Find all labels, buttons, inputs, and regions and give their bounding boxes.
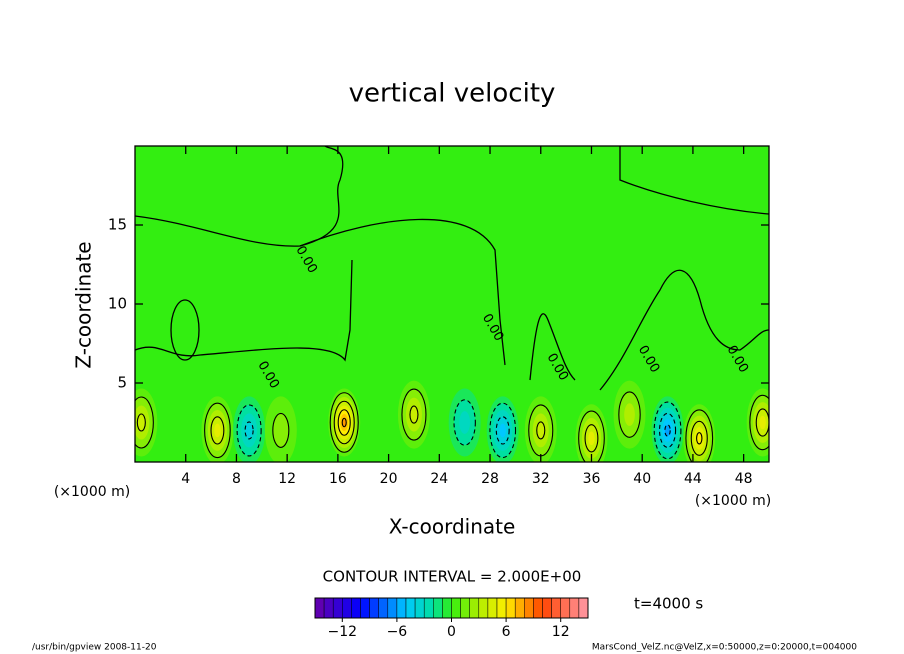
colorbar-cell (514, 597, 525, 619)
x-axis-label: X-coordinate (389, 515, 516, 539)
colorbar-tick-label: −6 (387, 624, 408, 640)
extremum (499, 423, 506, 438)
colorbar-cell (387, 597, 398, 619)
colorbar-cell (323, 597, 334, 619)
colorbar-cell (378, 597, 389, 619)
colorbar-tick-label: −12 (328, 624, 358, 640)
colorbar-cell (569, 597, 580, 619)
extremum (409, 405, 419, 424)
contour-line (599, 269, 769, 391)
colorbar-cell (460, 597, 470, 619)
extremum (459, 411, 471, 434)
colorbar-cell (351, 597, 361, 619)
colorbar-cell (433, 597, 443, 619)
x-unit-label: (×1000 m) (695, 493, 771, 509)
colorbar-cell (505, 597, 516, 619)
x-tick-label: 12 (278, 471, 296, 487)
extremum (214, 423, 221, 438)
colorbar-cell (542, 597, 552, 619)
colorbar-cell (533, 597, 543, 619)
colorbar-cell (332, 597, 343, 619)
extremum (759, 415, 766, 430)
x-tick-label: 28 (481, 471, 499, 487)
colorbar-cell (314, 597, 325, 619)
x-tick-label: 44 (684, 471, 702, 487)
contour-line (529, 313, 576, 381)
x-tick-label: 20 (380, 471, 398, 487)
y-tick-label: 10 (108, 295, 127, 313)
x-unit-label: (×1000 m) (54, 484, 130, 500)
y-tick-label: 15 (108, 216, 127, 234)
field (135, 380, 769, 462)
extremum (341, 417, 347, 428)
y-axis-label: Z-coordinate (72, 241, 96, 368)
extremum (588, 431, 595, 446)
footer-right: MarsCond_VelZ.nc@VelZ,x=0:50000,z=0:2000… (592, 643, 857, 653)
colorbar-cell (405, 597, 416, 619)
colorbar-cell (369, 597, 379, 619)
x-tick-label: 48 (735, 471, 753, 487)
time-label: t=4000 s (634, 595, 703, 613)
extremum (696, 432, 703, 445)
colorbar-cell (423, 597, 434, 619)
extremum (136, 413, 146, 432)
colorbar-cell (478, 597, 489, 619)
colorbar-cell (360, 597, 370, 619)
x-tick-label: 8 (232, 471, 241, 487)
extremum (624, 403, 635, 426)
colorbar-tick-label: 6 (502, 624, 511, 640)
colorbar-cell (560, 597, 571, 619)
x-tick-label: 24 (430, 471, 448, 487)
colorbar-cell (469, 597, 480, 619)
colorbar-cell (396, 597, 407, 619)
contour-line (170, 299, 200, 361)
colorbar-cell (342, 597, 352, 619)
colorbar-cell (524, 597, 534, 619)
x-tick-label: 32 (532, 471, 550, 487)
colorbar-tick-label: 0 (447, 624, 456, 640)
x-tick-label: 4 (181, 471, 190, 487)
x-tick-label: 36 (583, 471, 601, 487)
extremum (664, 424, 671, 437)
extremum (272, 412, 290, 448)
extremum (536, 421, 546, 440)
colorbar-cell (551, 597, 561, 619)
x-tick-label: 16 (329, 471, 347, 487)
colorbar-cell (451, 597, 461, 619)
zero-contours (135, 146, 769, 391)
colorbar-cell (442, 597, 452, 619)
contour-line (135, 146, 344, 247)
x-tick-label: 40 (633, 471, 651, 487)
colorbar-cell (578, 597, 589, 619)
chart-title: vertical velocity (349, 79, 556, 109)
contour-line (299, 218, 506, 366)
colorbar-tick-label: 12 (552, 624, 570, 640)
contour-interval: CONTOUR INTERVAL = 2.000E+00 (323, 568, 582, 586)
colorbar-cell (414, 597, 425, 619)
contour-line (135, 259, 353, 362)
y-tick-label: 5 (117, 374, 127, 392)
colorbar-cell (487, 597, 498, 619)
extremum (244, 421, 254, 440)
colorbar-cell (496, 597, 507, 619)
footer-left: /usr/bin/gpview 2008-11-20 (32, 643, 157, 653)
contour-line (619, 146, 769, 215)
